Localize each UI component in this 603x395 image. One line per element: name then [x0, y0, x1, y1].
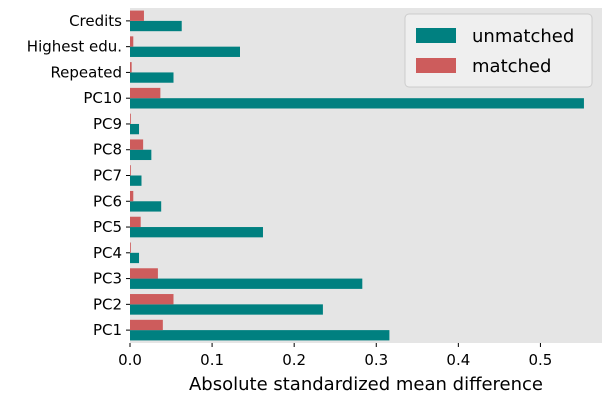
bar-unmatched-highest-edu- — [130, 46, 240, 57]
y-tick-label: PC2 — [93, 295, 122, 313]
x-tick-label: 0.4 — [446, 351, 470, 369]
y-tick-label: Repeated — [50, 63, 122, 81]
bar-unmatched-pc9 — [130, 123, 140, 135]
x-tick-label: 0.3 — [364, 351, 388, 369]
y-tick-label: Highest edu. — [27, 38, 122, 56]
x-axis: 0.0 0.1 0.2 0.3 0.4 0.5 — [118, 343, 552, 369]
bars-layer — [130, 10, 584, 341]
y-tick-label: PC10 — [83, 89, 122, 107]
x-tick-label: 0.2 — [282, 351, 306, 369]
bar-unmatched-pc6 — [130, 201, 162, 212]
bar-matched-pc3 — [130, 268, 158, 279]
bar-unmatched-repeated — [130, 72, 174, 83]
bar-unmatched-pc5 — [130, 227, 263, 238]
y-tick-label: PC5 — [93, 218, 122, 236]
bar-matched-credits — [130, 10, 144, 21]
bar-unmatched-pc7 — [130, 175, 142, 186]
bar-unmatched-pc2 — [130, 304, 323, 315]
bar-matched-pc1 — [130, 319, 163, 331]
x-tick-label: 0.0 — [118, 351, 142, 369]
y-tick-label: PC9 — [93, 115, 122, 133]
y-tick-label: PC3 — [93, 270, 122, 288]
bar-unmatched-pc10 — [130, 98, 584, 109]
y-tick-label: PC7 — [93, 167, 122, 185]
bar-matched-pc10 — [130, 87, 161, 99]
legend-swatch-unmatched — [416, 28, 456, 43]
y-tick-label: PC4 — [93, 244, 122, 262]
bar-matched-pc9 — [130, 113, 131, 124]
y-tick-label: Credits — [69, 12, 122, 30]
bar-matched-repeated — [130, 62, 132, 73]
bar-unmatched-pc4 — [130, 252, 140, 264]
legend-label-matched: matched — [472, 56, 551, 77]
y-tick-label: PC8 — [93, 141, 122, 159]
bar-matched-pc4 — [130, 242, 131, 253]
y-tick-label: PC1 — [93, 321, 122, 339]
bar-unmatched-pc1 — [130, 330, 390, 341]
x-tick-label: 0.5 — [529, 351, 553, 369]
bar-matched-highest-edu- — [130, 36, 134, 47]
bar-matched-pc2 — [130, 294, 174, 305]
legend-label-unmatched: unmatched — [472, 26, 574, 47]
y-tick-label: PC6 — [93, 192, 122, 210]
bar-unmatched-pc3 — [130, 278, 363, 289]
bar-matched-pc8 — [130, 139, 144, 150]
y-axis: PC1 PC2 PC3 PC4 PC5 PC6 PC7 PC8 PC9 PC10 Repeated H… — [27, 12, 130, 339]
bar-matched-pc5 — [130, 216, 141, 228]
bar-unmatched-credits — [130, 20, 182, 32]
x-axis-title: Absolute standardized mean difference — [189, 374, 543, 395]
x-tick-label: 0.1 — [200, 351, 224, 369]
bar-matched-pc7 — [130, 165, 131, 176]
legend: unmatched matched — [404, 13, 593, 88]
bar-matched-pc6 — [130, 190, 134, 202]
legend-swatch-matched — [416, 58, 456, 73]
bar-unmatched-pc8 — [130, 149, 152, 161]
